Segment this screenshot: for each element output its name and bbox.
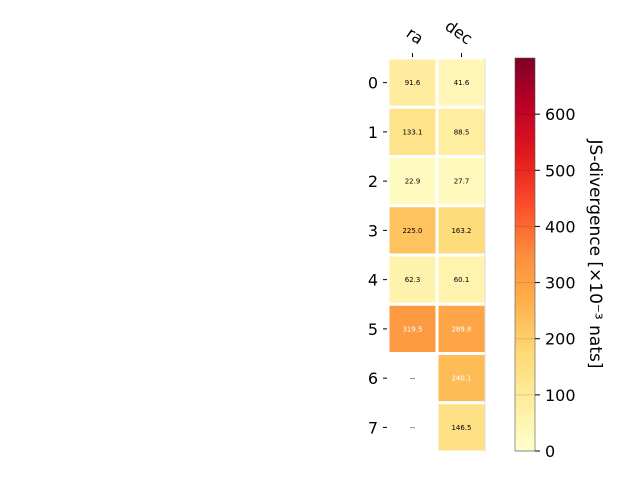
- cell-value-label: 146.5: [451, 424, 471, 432]
- colorbar: 0 100 200 300 400 500 600: [514, 57, 576, 461]
- cell-value-label: 225.0: [402, 227, 422, 235]
- row-tick-label: 7: [368, 418, 378, 437]
- row-tick-label: 2: [368, 172, 378, 191]
- colorbar-tick-label: 600: [545, 105, 576, 124]
- cell-value-label: 289.8: [451, 325, 471, 333]
- row-tick-label: 3: [368, 221, 378, 240]
- cell-value-label: 62.3: [405, 276, 421, 284]
- column-tick-labels: ra dec: [403, 16, 476, 57]
- cell-value-label: 60.1: [454, 276, 470, 284]
- colorbar-tick-label: 100: [545, 386, 576, 405]
- heatmap-cell: [435, 253, 488, 306]
- row-tick-label: 6: [368, 369, 378, 388]
- row-tick-label: 0: [368, 74, 378, 93]
- cell-value-label: 22.9: [405, 178, 421, 186]
- colorbar-tick-label: 300: [545, 274, 576, 293]
- colorbar-label: JS-divergence [×10⁻³ nats]: [585, 139, 605, 369]
- heatmap-cell: [435, 401, 488, 454]
- cell-value-label: 319.5: [402, 325, 422, 333]
- row-tick-label: 1: [368, 123, 378, 142]
- column-tick-label: dec: [442, 16, 476, 48]
- row-tick-label: 4: [368, 271, 378, 290]
- colorbar-tick-label: 200: [545, 330, 576, 349]
- colorbar-tick-label: 500: [545, 161, 576, 180]
- colorbar-tick-label: 400: [545, 217, 576, 236]
- cell-value-label: 91.6: [405, 79, 421, 87]
- cell-value-label: 41.6: [454, 79, 470, 87]
- heatmap-cell: [435, 204, 488, 257]
- colorbar-tick-label: 0: [545, 442, 555, 461]
- column-tick-label: ra: [403, 23, 427, 48]
- cell-value-label: --: [410, 424, 416, 432]
- colorbar-gradient: [514, 57, 536, 452]
- cell-value-label: 27.7: [454, 178, 470, 186]
- cell-value-label: 240.1: [451, 375, 471, 383]
- cell-value-label: 88.5: [454, 128, 470, 136]
- heatmap-cell: [435, 155, 488, 208]
- row-tick-labels: 0 1 2 3 4 5 6 7: [368, 74, 387, 437]
- cell-value-label: --: [410, 375, 416, 383]
- cell-value-label: 133.1: [402, 128, 422, 136]
- heatmap-cells: 91.6 41.6 133.1 88.5 22.9 27.7 225.0 163.2 62.3 6…: [386, 56, 488, 454]
- row-tick-label: 5: [368, 320, 378, 339]
- cell-value-label: 163.2: [451, 227, 471, 235]
- heatmap-cell: [435, 105, 488, 158]
